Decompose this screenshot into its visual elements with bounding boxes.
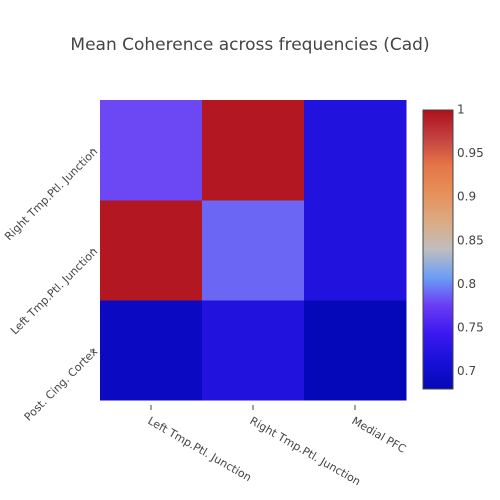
x-tick-label: Left Tmp.Ptl. Junction (146, 414, 254, 484)
colorbar-tick-label: 0.85 (457, 233, 484, 247)
heatmap-cell (100, 300, 203, 401)
heatmap-cell (100, 200, 203, 301)
heatmap-cell (202, 300, 305, 401)
colorbar-tick-label: 0.75 (457, 320, 484, 334)
y-tick-label: Left Tmp.Ptl. Junction (8, 245, 100, 337)
colorbar-tick-label: 0.7 (457, 364, 476, 378)
colorbar-tick-label: 0.95 (457, 146, 484, 160)
colorbar-tick-label: 0.9 (457, 190, 476, 204)
y-tick-label: Right Tmp.Ptl. Junction (2, 145, 100, 243)
x-tick-label: Medial PFC (350, 414, 409, 456)
heatmap-cell (304, 200, 407, 301)
heatmap-cells (100, 100, 407, 401)
colorbar-tick-label: 0.8 (457, 277, 476, 291)
y-axis-ticks: Post. Cing. Cortex Left Tmp.Ptl. Junction… (2, 145, 100, 424)
chart-title: Mean Coherence across frequencies (Cad) (70, 35, 429, 55)
colorbar-gradient (422, 109, 454, 390)
colorbar: 0.7 0.75 0.8 0.85 0.9 0.95 1 (422, 103, 484, 390)
y-tick-label: Post. Cing. Cortex (22, 345, 101, 424)
colorbar-tick-label: 1 (457, 103, 465, 117)
heatmap-cell (304, 300, 407, 401)
heatmap-cell (202, 200, 305, 301)
heatmap-cell (304, 100, 407, 201)
heatmap-cell (100, 100, 203, 201)
heatmap-cell (202, 100, 305, 201)
colorbar-ticks: 0.7 0.75 0.8 0.85 0.9 0.95 1 (457, 103, 484, 379)
x-tick-label: Right Tmp.Ptl. Junction (248, 414, 363, 488)
